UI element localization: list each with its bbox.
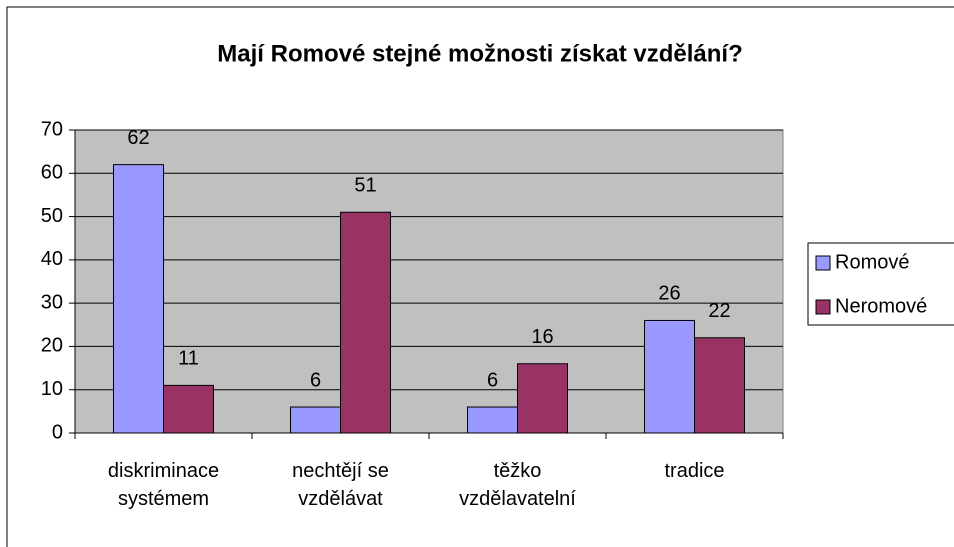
bar [290,406,341,434]
data-label: 6 [487,369,498,391]
data-label: 16 [531,326,553,348]
data-label: 62 [127,127,149,149]
bar [113,164,164,434]
x-tick-label: diskriminace systémem [107,460,220,510]
data-label: 6 [310,369,321,391]
legend-label: Neromové [835,295,927,317]
x-tick-label: nechtějí se vzdělávat [292,460,389,510]
x-tick-label: tradice [664,460,725,482]
legend-box [807,242,954,326]
x-tick-label: těžko vzdělavatelní [459,460,576,510]
y-tick-label: 70 [41,118,63,140]
bar [467,406,518,434]
bar [163,384,214,434]
bar [694,337,745,434]
data-label: 22 [708,300,730,322]
y-tick-label: 50 [41,205,63,227]
legend-swatch [815,299,831,315]
data-label: 26 [658,283,680,305]
y-tick-label: 10 [41,378,63,400]
bar [340,211,391,434]
data-label: 11 [178,348,199,370]
legend-swatch [815,255,831,271]
y-tick-label: 0 [52,421,63,443]
bar [517,363,568,434]
data-label: 51 [354,175,376,197]
y-tick-label: 40 [41,248,63,270]
bar [644,319,695,434]
legend-label: Romové [835,251,909,273]
y-tick-label: 60 [41,162,63,184]
chart-title: Mají Romové stejné možnosti získat vzděl… [217,40,742,67]
y-tick-label: 30 [41,291,63,313]
y-tick-label: 20 [41,335,63,357]
